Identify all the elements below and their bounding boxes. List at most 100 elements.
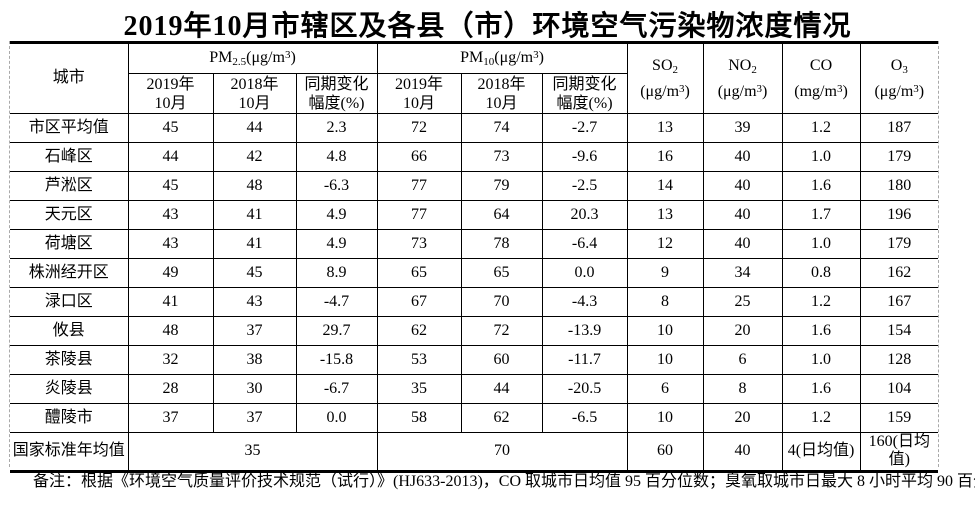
value-cell: 14 <box>626 171 704 201</box>
table-row: 醴陵市 37 37 0.0 58 62 -6.5 10 20 1.2 159 <box>10 403 939 433</box>
col-header-o3: O3 (μg/m3) <box>859 42 939 114</box>
o3-unit-sup: 3 <box>913 83 919 95</box>
value-cell: 40 <box>702 171 783 201</box>
value-cell: 4.9 <box>295 229 378 259</box>
o3-subscript: 3 <box>902 64 908 76</box>
pm10-subscript: 10 <box>483 55 495 68</box>
value-cell: 8 <box>702 374 783 404</box>
value-cell: 45 <box>212 258 297 288</box>
table-body: 市区平均值 45 44 2.3 72 74 -2.7 13 39 1.2 187… <box>10 113 939 472</box>
value-cell: 53 <box>376 345 462 375</box>
no2-subscript: 2 <box>751 64 757 76</box>
city-cell: 国家标准年均值 <box>10 432 129 472</box>
pm25-2019-line1: 2019年 <box>146 75 195 93</box>
value-cell: -15.8 <box>295 345 378 375</box>
pm10-change-line1: 同期变化 <box>552 75 617 93</box>
value-cell: 20 <box>702 403 783 433</box>
value-cell: 37 <box>127 403 214 433</box>
value-cell: -6.7 <box>295 374 378 404</box>
so2-unit-sup: 3 <box>679 83 685 95</box>
co-symbol-text: CO <box>809 57 833 74</box>
so2-symbol-text: SO <box>652 57 673 74</box>
value-cell: 37 <box>212 316 297 346</box>
value-cell: 20.3 <box>541 200 628 230</box>
no2-unit-close: ) <box>762 83 768 100</box>
value-cell: 10 <box>626 403 704 433</box>
table-row: 天元区 43 41 4.9 77 64 20.3 13 40 1.7 196 <box>10 200 939 230</box>
col-header-pm10-2018: 2018年 10月 <box>460 73 543 114</box>
col-header-pm10-2019: 2019年 10月 <box>376 73 462 114</box>
col-header-city: 城市 <box>10 42 129 114</box>
value-cell: 1.0 <box>781 142 861 172</box>
pm25-change-line2: 幅度(%) <box>308 94 365 112</box>
value-cell: 1.2 <box>781 113 861 143</box>
value-cell: 10 <box>626 345 704 375</box>
standard-pm25-cell: 35 <box>127 432 378 472</box>
pm25-unit-close: ) <box>290 48 296 66</box>
value-cell: 0.0 <box>541 258 628 288</box>
value-cell: 40 <box>702 142 783 172</box>
value-cell: -2.7 <box>541 113 628 143</box>
pm25-2019-line2: 10月 <box>154 94 187 112</box>
header-sub-row: 2019年 10月 2018年 10月 同期变化 幅度(%) 2019年 10月… <box>10 73 938 114</box>
so2-symbol: SO2 <box>628 56 702 80</box>
pm10-unit-open: (μg/m <box>494 48 534 66</box>
value-cell: -13.9 <box>541 316 628 346</box>
pm25-2018-line1: 2018年 <box>230 75 279 93</box>
value-cell: 37 <box>212 403 297 433</box>
value-cell: -4.7 <box>295 287 378 317</box>
col-header-pm10-change: 同期变化 幅度(%) <box>541 73 628 114</box>
value-cell: 43 <box>127 229 214 259</box>
value-cell: 66 <box>376 142 462 172</box>
pm25-base: PM <box>209 48 233 66</box>
value-cell: 1.6 <box>781 316 861 346</box>
city-cell: 渌口区 <box>10 287 129 317</box>
footnote: 备注：根据《环境空气质量评价技术规范（试行）》(HJ633-2013)，CO 取… <box>33 473 975 490</box>
value-cell: 8 <box>626 287 704 317</box>
no2-unit-sup: 3 <box>756 83 763 95</box>
table-row: 市区平均值 45 44 2.3 72 74 -2.7 13 39 1.2 187 <box>10 113 939 143</box>
col-header-no2: NO2 (μg/m3) <box>702 42 783 114</box>
value-cell: 48 <box>212 171 297 201</box>
air-quality-table: 城市 PM2.5(μg/m3) PM10(μg/m3) SO2 (μg/m3) … <box>10 41 939 473</box>
city-cell: 芦淞区 <box>10 171 129 201</box>
o3-symbol: O3 <box>861 56 938 80</box>
value-cell: 72 <box>376 113 462 143</box>
o3-unit-close: ) <box>918 83 925 100</box>
city-cell: 茶陵县 <box>10 345 129 375</box>
value-cell: 58 <box>376 403 462 433</box>
value-cell: 187 <box>859 113 939 143</box>
so2-unit-close: ) <box>684 83 690 100</box>
table-row: 茶陵县 32 38 -15.8 53 60 -11.7 10 6 1.0 128 <box>10 345 939 375</box>
value-cell: 70 <box>460 287 543 317</box>
value-cell: 9 <box>626 258 704 288</box>
city-cell: 攸县 <box>10 316 129 346</box>
no2-unit-open: (μg/m <box>717 83 757 100</box>
value-cell: 1.0 <box>781 229 861 259</box>
national-standard-row: 国家标准年均值 35 70 60 40 4(日均值) 160(日均值) <box>10 432 939 472</box>
pm10-2018-line2: 10月 <box>485 94 518 112</box>
table-row: 芦淞区 45 48 -6.3 77 79 -2.5 14 40 1.6 180 <box>10 171 939 201</box>
o3-unit-open: (μg/m <box>874 83 914 100</box>
city-cell: 天元区 <box>10 200 129 230</box>
value-cell: 1.6 <box>781 374 861 404</box>
no2-unit: (μg/m3) <box>704 80 781 101</box>
value-cell: 1.6 <box>781 171 861 201</box>
value-cell: 179 <box>859 142 939 172</box>
pm25-unit-sup: 3 <box>284 48 291 61</box>
value-cell: 77 <box>376 200 462 230</box>
col-header-pm25-2019: 2019年 10月 <box>127 73 214 114</box>
pm10-base: PM <box>460 48 484 66</box>
value-cell: 64 <box>460 200 543 230</box>
value-cell: -20.5 <box>541 374 628 404</box>
value-cell: 62 <box>376 316 462 346</box>
value-cell: 29.7 <box>295 316 378 346</box>
col-header-pm25-change: 同期变化 幅度(%) <box>295 73 378 114</box>
value-cell: 30 <box>212 374 297 404</box>
value-cell: 44 <box>127 142 214 172</box>
value-cell: 49 <box>127 258 214 288</box>
value-cell: 40 <box>702 229 783 259</box>
value-cell: 162 <box>859 258 939 288</box>
table-header: 城市 PM2.5(μg/m3) PM10(μg/m3) SO2 (μg/m3) … <box>10 42 939 114</box>
